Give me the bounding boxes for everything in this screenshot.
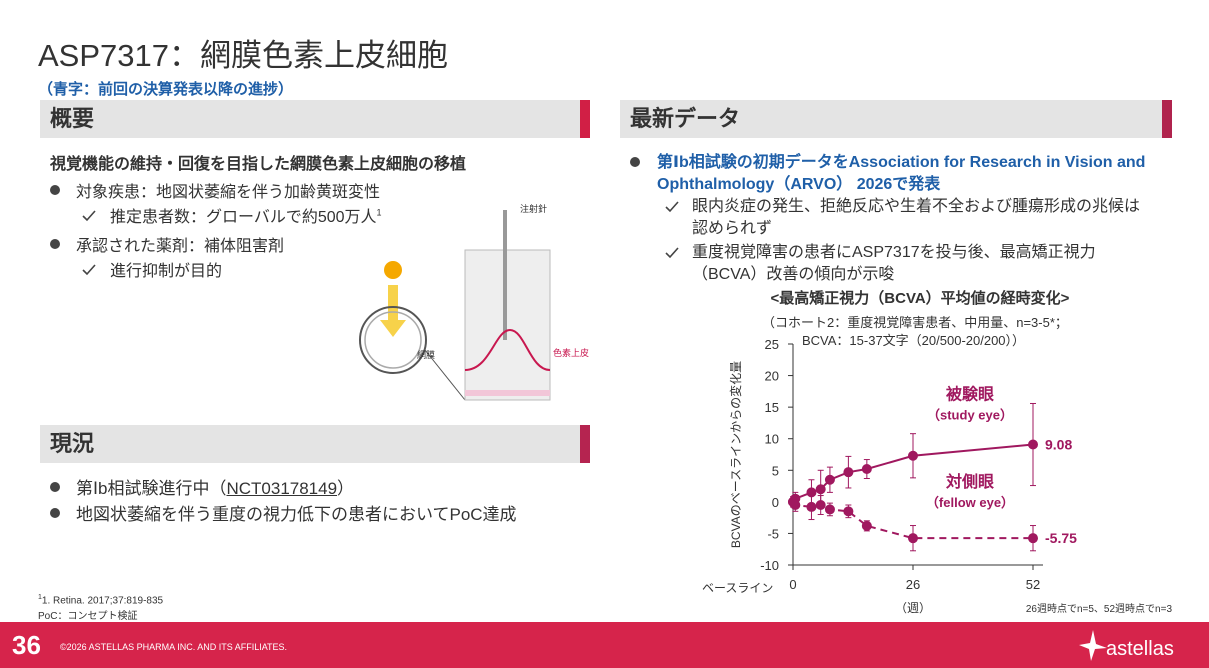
value-label: -5.75 bbox=[1045, 530, 1077, 546]
marker bbox=[1028, 533, 1038, 544]
y-tick-label: 0 bbox=[772, 495, 779, 510]
check-item: 推定患者数：グローバルで約500万人1 bbox=[82, 203, 382, 227]
marker bbox=[815, 484, 826, 495]
series-name: 対側眼 bbox=[945, 472, 994, 491]
check bbox=[665, 201, 679, 213]
y-tick-label: 15 bbox=[765, 400, 779, 415]
marker bbox=[1028, 439, 1038, 450]
label: 網膜 bbox=[417, 349, 435, 360]
text: ） bbox=[337, 479, 355, 498]
text: 地図状萎縮を伴う重度の視力低下の患者においてPoC達成 bbox=[76, 505, 517, 524]
section-header: 概要 bbox=[40, 100, 590, 138]
rpe-curve bbox=[464, 328, 551, 371]
text: 1. Retina. 2017;37:819-835 bbox=[41, 595, 164, 607]
highlight: 第Ⅰb相試験の初期データをAssociation for Research in… bbox=[657, 154, 1146, 193]
layer bbox=[465, 390, 550, 396]
text: 推定患者数：グローバルで約500万人 bbox=[110, 209, 377, 226]
bullet-item: 第Ⅰb相試験進行中（NCT03178149） bbox=[50, 474, 354, 499]
check bbox=[82, 264, 96, 276]
check bbox=[82, 210, 96, 222]
sup: 1 bbox=[38, 594, 42, 601]
heading: 現況 bbox=[50, 431, 95, 456]
marker bbox=[843, 467, 854, 478]
illustration: 注射針 網膜 色素上皮 bbox=[359, 203, 589, 401]
marker bbox=[824, 504, 835, 515]
y-tick-label: 5 bbox=[772, 463, 779, 478]
footnote: PoC：コンセプト検証 bbox=[38, 611, 138, 622]
logo-mark bbox=[1079, 630, 1107, 661]
link[interactable]: NCT03178149 bbox=[226, 479, 338, 498]
x-tick-label: 0 bbox=[789, 577, 796, 592]
marker bbox=[806, 487, 817, 498]
chart-title: <最高矯正視力（BCVA）平均値の経時変化> bbox=[771, 289, 1070, 307]
check-item: 進行抑制が目的 bbox=[82, 257, 222, 281]
retina-box bbox=[464, 249, 551, 401]
section-header: 現況 bbox=[40, 425, 590, 463]
y-tick-label: 25 bbox=[765, 337, 779, 352]
chart-footnote: 26週時点でn=5、52週時点でn=3 bbox=[1026, 603, 1173, 615]
y-axis-label: BCVAのベースラインからの変化量 bbox=[728, 361, 743, 548]
text: 進行抑制が目的 bbox=[110, 263, 223, 280]
y-tick-label: -5 bbox=[767, 526, 779, 541]
marker bbox=[843, 506, 854, 517]
y-tick-label: 20 bbox=[765, 369, 779, 384]
marker bbox=[790, 500, 801, 511]
section-header: 最新データ bbox=[620, 100, 1172, 138]
sun bbox=[384, 261, 402, 279]
check bbox=[665, 247, 679, 259]
arrow bbox=[380, 285, 406, 337]
text: 第Ⅰb相試験進行中（ bbox=[76, 479, 227, 498]
marker bbox=[815, 500, 826, 511]
check-item: 眼内炎症の発生、拒絶反応や生着不全および腫瘍形成の兆候は認められず bbox=[692, 198, 1141, 237]
copyright: ©2026 ASTELLAS PHARMA INC. AND ITS AFFIL… bbox=[60, 642, 288, 652]
heading: 最新データ bbox=[630, 106, 741, 131]
marker bbox=[861, 520, 872, 531]
label: 色素上皮 bbox=[553, 347, 589, 358]
y-tick-label: 10 bbox=[765, 432, 779, 447]
title: ASP7317：網膜色素上皮細胞 bbox=[38, 38, 448, 73]
footer: 36 ©2026 ASTELLAS PHARMA INC. AND ITS AF… bbox=[0, 622, 1209, 668]
label: 注射針 bbox=[520, 203, 547, 214]
series-name-en: （fellow eye） bbox=[926, 495, 1014, 510]
x-tick-label: 52 bbox=[1026, 577, 1040, 592]
marker bbox=[908, 450, 918, 461]
baseline-label: ベースライン bbox=[702, 581, 773, 595]
bullet-item: 承認された薬剤：補体阻害剤 bbox=[50, 232, 284, 256]
chart-note: BCVA：15-37文字（20/500-20/200）） bbox=[802, 333, 1025, 348]
eye bbox=[359, 306, 427, 374]
chart: <最高矯正視力（BCVA）平均値の経時変化> （コホート2：重度視覚障害患者、中用… bbox=[702, 289, 1173, 615]
y-tick-label: -10 bbox=[760, 558, 779, 573]
chart-note: （コホート2：重度視覚障害患者、中用量、n=3-5*； bbox=[762, 315, 1068, 331]
check-item: 重度視覚障害の患者にASP7317を投与後、最高矯正視力（BCVA）改善の傾向が… bbox=[692, 244, 1096, 283]
series-name: 被験眼 bbox=[946, 385, 994, 404]
logo: astellas bbox=[1106, 638, 1174, 660]
heading: 概要 bbox=[50, 106, 95, 131]
bullet bbox=[630, 157, 640, 167]
text: 承認された薬剤：補体阻害剤 bbox=[76, 238, 285, 255]
marker bbox=[824, 474, 835, 485]
sup: 1 bbox=[376, 207, 382, 218]
text: 対象疾患：地図状萎縮を伴う加齢黄斑変性 bbox=[76, 184, 381, 201]
lead: 視覚機能の維持・回復を目指した網膜色素上皮細胞の移植 bbox=[50, 156, 467, 173]
series-name-en: （study eye） bbox=[927, 408, 1013, 423]
bullet-item: 対象疾患：地図状萎縮を伴う加齢黄斑変性 bbox=[50, 178, 380, 202]
marker bbox=[908, 533, 918, 544]
subtitle: （青字：前回の決算発表以降の進捗） bbox=[38, 81, 294, 98]
eye-inner bbox=[364, 311, 422, 369]
bullet-item: 地図状萎縮を伴う重度の視力低下の患者においてPoC達成 bbox=[50, 500, 517, 525]
marker bbox=[806, 501, 817, 512]
footnote: 11. Retina. 2017;37:819-835 bbox=[38, 594, 163, 606]
page-number: 36 bbox=[12, 630, 41, 660]
marker bbox=[861, 464, 872, 475]
value-label: 9.08 bbox=[1045, 437, 1072, 453]
leader bbox=[424, 349, 466, 401]
x-axis-label: （週） bbox=[895, 601, 931, 615]
x-tick-label: 26 bbox=[906, 577, 920, 592]
